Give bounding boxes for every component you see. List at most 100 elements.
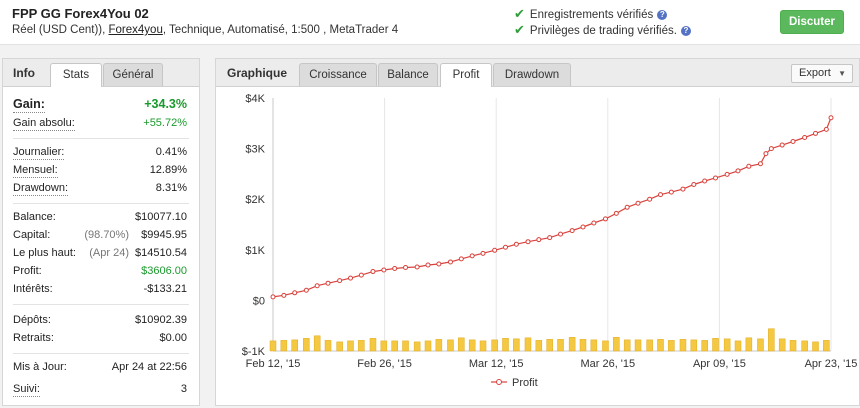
bar [557, 339, 564, 352]
bar [468, 339, 476, 352]
line-point [370, 269, 376, 275]
line-point [768, 146, 774, 152]
x-tick-label: Feb 26, '15 [357, 358, 412, 370]
bar [801, 340, 808, 352]
chart-heading: Graphique [227, 66, 288, 80]
account-details: , Technique, Automatisé, 1:500 , MetaTra… [162, 24, 399, 36]
line-point [702, 178, 708, 184]
bar [712, 338, 719, 352]
line-point [569, 228, 575, 234]
account-type: Réel (USD Cent)), [12, 24, 106, 36]
bar [701, 340, 708, 352]
stat-value: 0.41% [155, 146, 187, 158]
line-point [358, 272, 364, 278]
help-icon[interactable]: ? [657, 10, 668, 20]
line-point [458, 256, 464, 262]
line-point [580, 224, 586, 230]
stat-label: Le plus haut: [13, 247, 76, 259]
line-point [547, 235, 553, 241]
stat-label[interactable]: Mensuel: [13, 164, 58, 178]
profit-chart: $4K $3K $2K $1K $0 $-1K Feb 12, '15 Feb 26, '1… [242, 93, 858, 389]
line-point [414, 264, 420, 270]
x-axis-ticks: Feb 12, '15 Feb 26, '15 Mar 12, '15 Mar 26,… [246, 358, 858, 370]
stat-label: Dépôts: [13, 314, 51, 326]
divider [13, 138, 189, 139]
stat-updated: Mis à Jour: Apr 24 at 22:56 [13, 361, 187, 377]
stat-gain: Gain: +34.3% [13, 97, 187, 115]
bar [303, 338, 310, 352]
line-point [436, 261, 442, 267]
bar [768, 328, 775, 352]
line-point [281, 292, 287, 298]
bar [324, 340, 332, 352]
stat-drawdown: Drawdown: 8.31% [13, 182, 187, 198]
chart-panel: Graphique Croissance Balance Profit Draw… [215, 58, 860, 406]
stat-value: Apr 24 at 22:56 [111, 361, 187, 373]
stat-value: 3 [180, 383, 187, 395]
export-label: Export [799, 67, 831, 79]
legend-marker [496, 379, 502, 385]
bar [812, 341, 819, 352]
stat-label[interactable]: Gain absolu: [13, 117, 75, 131]
line-point [757, 161, 763, 167]
line-point [314, 283, 320, 289]
bar [613, 337, 620, 352]
bar [336, 341, 343, 352]
stat-label[interactable]: Journalier: [13, 146, 65, 160]
y-tick-label: $1K [245, 245, 265, 257]
stat-interest: Intérêts: -$133.21 [13, 283, 187, 299]
legend-label: Profit [512, 377, 538, 389]
line-point [392, 266, 398, 272]
tab-profit[interactable]: Profit [440, 63, 492, 87]
bar [568, 337, 576, 352]
y-tick-label: $-1K [242, 346, 266, 358]
tab-stats[interactable]: Stats [50, 63, 102, 87]
bar [269, 340, 277, 352]
broker-link[interactable]: Forex4you [108, 24, 163, 36]
line-point [746, 163, 752, 169]
stat-absolute-gain: Gain absolu: +55.72% [13, 117, 187, 133]
stat-daily: Journalier: 0.41% [13, 146, 187, 162]
bar [623, 339, 631, 352]
line-point [813, 130, 818, 136]
line-point [513, 241, 519, 247]
bar [789, 340, 797, 352]
bar [358, 340, 365, 352]
stat-label[interactable]: Gain: [13, 97, 45, 113]
x-tick-label: Mar 12, '15 [469, 358, 524, 370]
line-point [480, 250, 486, 256]
discuss-button[interactable]: Discuter [780, 10, 844, 34]
line-point [525, 239, 531, 245]
line-point [713, 175, 719, 181]
bar [823, 340, 830, 352]
verified-privileges-label: Privilèges de trading vérifiés. [529, 25, 677, 37]
bar [391, 340, 398, 352]
tracking-link[interactable]: Suivi: [13, 383, 40, 397]
tab-drawdown[interactable]: Drawdown [493, 63, 571, 86]
bar [491, 339, 498, 352]
line-point [668, 189, 674, 195]
bar [402, 340, 409, 352]
line-point [735, 168, 741, 174]
stat-tracking: Suivi: 3 [13, 383, 187, 399]
verified-records-label: Enregistrements vérifiés [529, 9, 654, 21]
line-point [724, 171, 730, 177]
bar [634, 339, 642, 352]
bar [458, 337, 465, 352]
y-axis-ticks: $4K $3K $2K $1K $0 $-1K [242, 93, 266, 358]
line-point [270, 294, 276, 300]
stat-balance: Balance: $10077.10 [13, 211, 187, 227]
help-icon[interactable]: ? [680, 26, 691, 36]
line-point [381, 267, 387, 273]
y-tick-label: $0 [253, 295, 265, 307]
tab-growth[interactable]: Croissance [299, 63, 377, 86]
stat-label[interactable]: Drawdown: [13, 182, 69, 196]
export-button[interactable]: Export ▼ [791, 64, 853, 83]
bar [778, 338, 786, 352]
divider [13, 203, 189, 204]
stat-deposits: Dépôts: $10902.39 [13, 314, 187, 330]
tab-balance[interactable]: Balance [378, 63, 438, 86]
tab-general[interactable]: Général [103, 63, 163, 86]
line-point [680, 186, 686, 192]
bar [447, 339, 454, 352]
